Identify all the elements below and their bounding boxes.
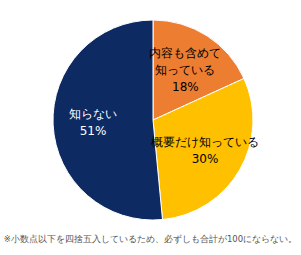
html-text:※小数点以下を四捨五入しているため、必ずしも合計が100にな: ※小数点以下を四捨五入しているため、必ずしも合計が100にならない。 <box>3 234 298 244</box>
svg-text:内容も含めて知っている18%: 内容も含めて知っている18% <box>149 46 221 94</box>
svg-text:概要だけ知っている30%: 概要だけ知っている30% <box>151 135 259 166</box>
svg-text:知らない51%: 知らない51% <box>69 107 117 138</box>
